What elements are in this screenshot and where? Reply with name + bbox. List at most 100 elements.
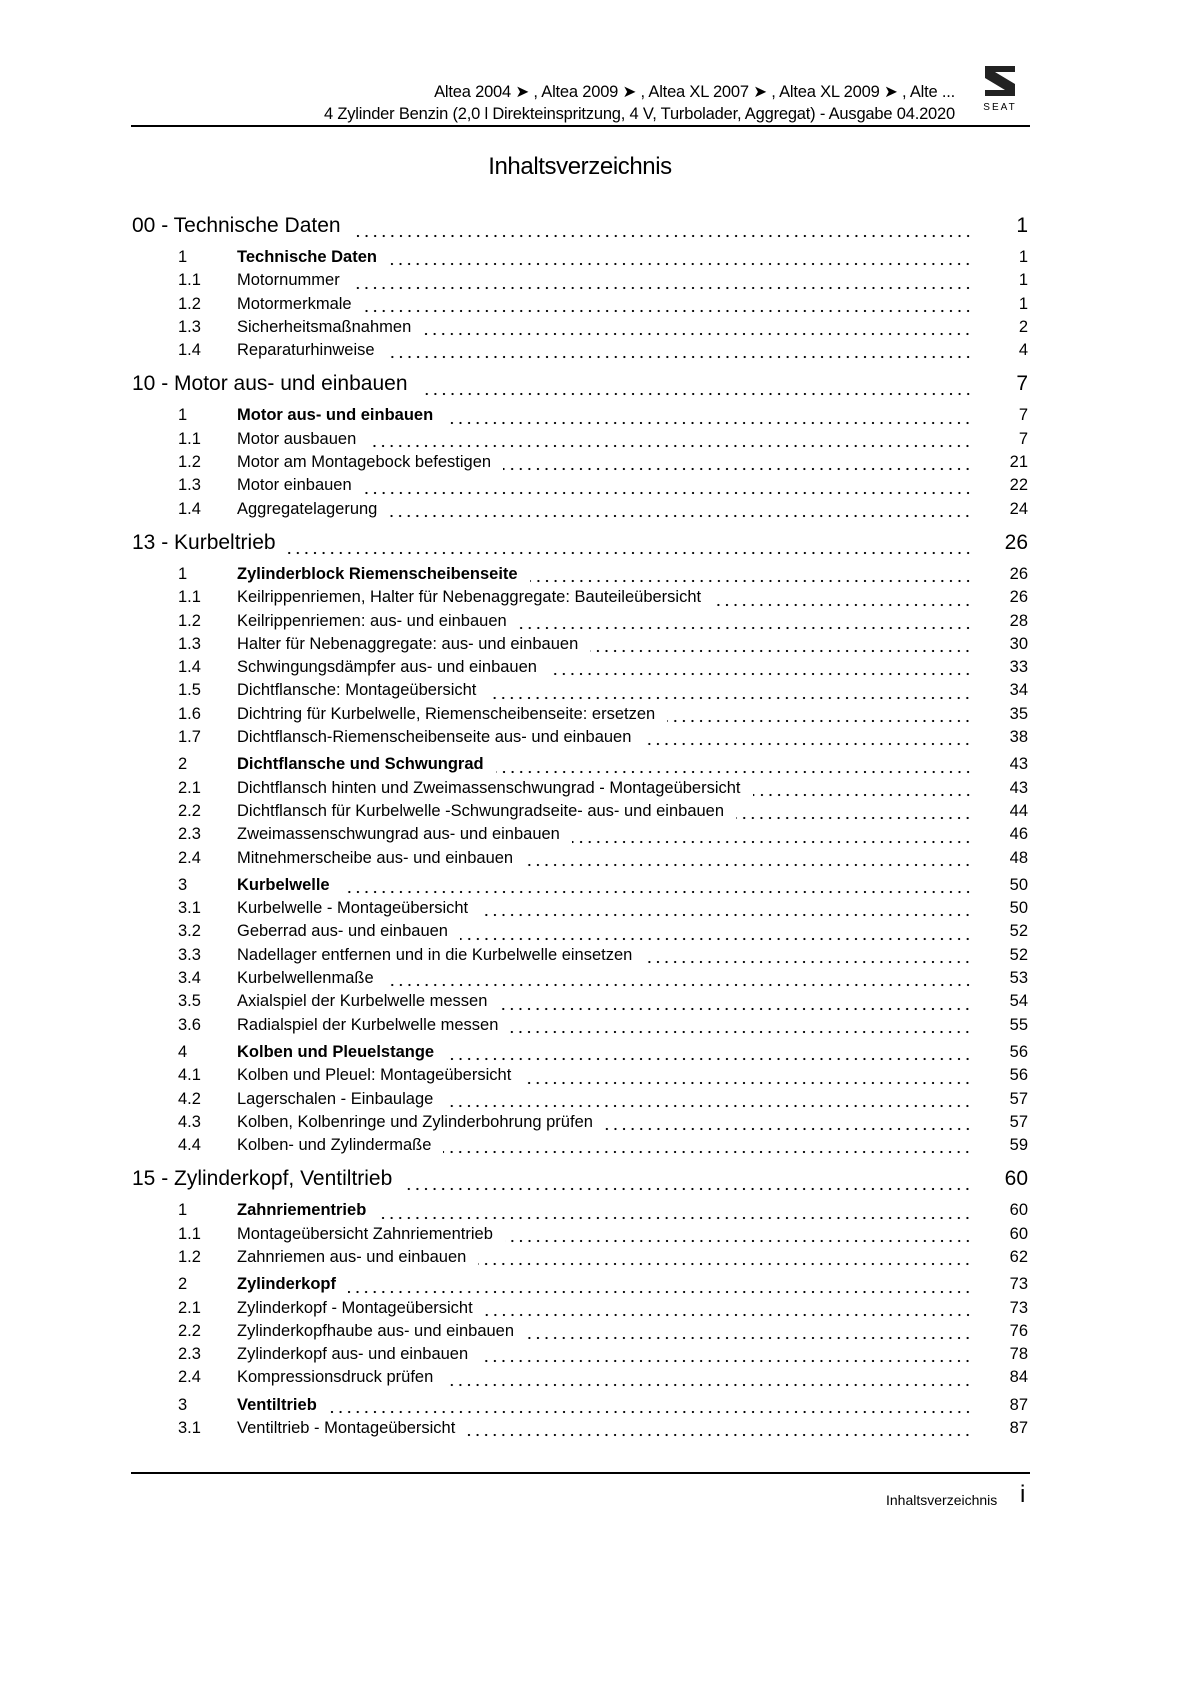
entry-page: 50 — [1009, 899, 1028, 918]
toc-entry[interactable]: 1.3 Halter für Nebenaggregate: aus- und e… — [132, 635, 1028, 658]
toc-entry[interactable]: 1.7 Dichtflansch-Riemenscheibenseite aus-… — [132, 728, 1028, 751]
entry-title: Ventiltrieb — [237, 1395, 317, 1414]
toc-entry[interactable]: 1.2 Motor am Montagebock befestigen 21 — [132, 453, 1028, 476]
entry-title: Aggregatelagerung — [237, 499, 378, 518]
entry-number: 2.3 — [178, 825, 201, 844]
toc-entry[interactable]: 3.1 Ventiltrieb - Montageübersicht 87 — [132, 1419, 1028, 1442]
entry-page: 73 — [1009, 1298, 1028, 1317]
toc-entry[interactable]: 2.4 Kompressionsdruck prüfen 84 — [132, 1368, 1028, 1391]
entry-page: 78 — [1009, 1345, 1028, 1364]
toc-entry[interactable]: 1.1 Motor ausbauen 7 — [132, 430, 1028, 453]
entry-title: Kurbelwellenmaße — [237, 969, 374, 988]
toc-chapter[interactable]: 4 Kolben und Pleuelstange 56 — [132, 1043, 1028, 1066]
toc-entry[interactable]: 4.2 Lagerschalen - Einbaulage 57 — [132, 1090, 1028, 1113]
toc-section[interactable]: 10 - Motor aus- und einbauen 7 — [132, 372, 1028, 402]
dot-leader — [526, 1336, 972, 1341]
entry-page: 54 — [1009, 992, 1028, 1011]
entry-title: Technische Daten — [237, 248, 377, 266]
toc-section[interactable]: 00 - Technische Daten 1 — [132, 214, 1028, 244]
dot-leader — [419, 392, 972, 397]
toc-entry[interactable]: 1.2 Motormerkmale 1 — [132, 295, 1028, 318]
entry-page: 56 — [1009, 1042, 1028, 1061]
toc-entry[interactable]: 3.1 Kurbelwelle - Montageübersicht 50 — [132, 899, 1028, 922]
entry-title: Zweimassenschwungrad aus- und einbauen — [237, 825, 560, 844]
entry-page: 22 — [1009, 476, 1028, 495]
toc-section[interactable]: 15 - Zylinderkopf, Ventiltrieb 60 — [132, 1167, 1028, 1197]
entry-number: 3.2 — [178, 922, 201, 941]
toc-entry[interactable]: 3.4 Kurbelwellenmaße 53 — [132, 969, 1028, 992]
entry-page: 60 — [1009, 1201, 1028, 1220]
toc-entry[interactable]: 2.3 Zylinderkopf aus- und einbauen 78 — [132, 1345, 1028, 1368]
toc-entry[interactable]: 1.1 Keilrippenriemen, Halter für Nebenagg… — [132, 588, 1028, 611]
entry-page: 55 — [1009, 1015, 1028, 1034]
toc-entry[interactable]: 4.3 Kolben, Kolbenringe und Zylinderbohru… — [132, 1113, 1028, 1136]
toc-chapter[interactable]: 1 Motor aus- und einbauen 7 — [132, 406, 1028, 429]
entry-title: 13 - Kurbeltrieb — [132, 530, 276, 554]
toc-entry[interactable]: 2.4 Mitnehmerscheibe aus- und einbauen 48 — [132, 849, 1028, 872]
entry-number: 1.4 — [178, 499, 201, 518]
entry-number: 1.2 — [178, 294, 201, 313]
toc-chapter[interactable]: 1 Zylinderblock Riemenscheibenseite 26 — [132, 565, 1028, 588]
entry-page: 2 — [1018, 317, 1028, 336]
toc-chapter[interactable]: 2 Dichtflansche und Schwungrad 43 — [132, 755, 1028, 778]
toc-entry[interactable]: 1.1 Montageübersicht Zahnriementrieb 60 — [132, 1225, 1028, 1248]
entry-page: 24 — [1009, 499, 1028, 518]
toc-entry[interactable]: 2.2 Dichtflansch für Kurbelwelle -Schwung… — [132, 802, 1028, 825]
page-title: Inhaltsverzeichnis — [488, 153, 672, 180]
entry-number: 2.1 — [178, 778, 201, 797]
toc-entry[interactable]: 1.2 Zahnriemen aus- und einbauen 62 — [132, 1248, 1028, 1271]
toc-entry[interactable]: 3.5 Axialspiel der Kurbelwelle messen 54 — [132, 992, 1028, 1015]
footer-label: Inhaltsverzeichnis — [886, 1492, 998, 1508]
dot-leader — [529, 579, 972, 584]
dot-leader — [385, 983, 972, 988]
toc-chapter[interactable]: 1 Zahnriementrieb 60 — [132, 1201, 1028, 1224]
toc-entry[interactable]: 2.1 Dichtflansch hinten und Zweimassensch… — [132, 779, 1028, 802]
entry-number: 3 — [178, 1395, 188, 1414]
dot-leader — [352, 234, 972, 238]
toc-chapter[interactable]: 3 Kurbelwelle 50 — [132, 876, 1028, 899]
toc-chapter[interactable]: 1 Technische Daten 1 — [132, 248, 1028, 271]
toc-chapter[interactable]: 2 Zylinderkopf 73 — [132, 1275, 1028, 1298]
toc-entry[interactable]: 2.3 Zweimassenschwungrad aus- und einbaue… — [132, 825, 1028, 848]
toc-entry[interactable]: 1.2 Keilrippenriemen: aus- und einbauen 28 — [132, 612, 1028, 635]
dot-leader — [488, 695, 972, 700]
dot-leader — [363, 308, 972, 313]
dot-leader — [445, 1103, 972, 1108]
toc-section[interactable]: 13 - Kurbeltrieb 26 — [132, 531, 1028, 561]
toc-entry[interactable]: 1.4 Reparaturhinweise 4 — [132, 341, 1028, 364]
toc-entry[interactable]: 1.6 Dichtring für Kurbelwelle, Riemensche… — [132, 705, 1028, 728]
toc-entry[interactable]: 2.2 Zylinderkopfhaube aus- und einbauen 76 — [132, 1322, 1028, 1345]
dot-leader — [446, 1057, 972, 1062]
dot-leader — [351, 285, 972, 290]
toc-entry[interactable]: 1.3 Sicherheitsmaßnahmen 2 — [132, 318, 1028, 341]
toc-entry[interactable]: 3.6 Radialspiel der Kurbelwelle messen 55 — [132, 1016, 1028, 1039]
entry-number: 1.3 — [178, 634, 201, 653]
dot-leader — [503, 467, 972, 472]
entry-number: 2.2 — [178, 801, 201, 820]
toc-entry[interactable]: 4.4 Kolben- und Zylindermaße 59 — [132, 1136, 1028, 1159]
entry-number: 2.4 — [178, 848, 201, 867]
toc-entry[interactable]: 3.3 Nadellager entfernen und in die Kurbe… — [132, 946, 1028, 969]
toc-entry[interactable]: 2.1 Zylinderkopf - Montageübersicht 73 — [132, 1299, 1028, 1322]
entry-page: 44 — [1009, 801, 1028, 820]
toc-entry[interactable]: 1.4 Schwingungsdämpfer aus- und einbauen 3… — [132, 658, 1028, 681]
entry-title: Motor einbauen — [237, 476, 352, 495]
toc-chapter[interactable]: 3 Ventiltrieb 87 — [132, 1396, 1028, 1419]
entry-number: 1.3 — [178, 317, 201, 336]
entry-number: 2 — [178, 755, 188, 774]
entry-page: 43 — [1009, 778, 1028, 797]
toc-entry[interactable]: 3.2 Geberrad aus- und einbauen 52 — [132, 922, 1028, 945]
entry-number: 1.6 — [178, 704, 201, 723]
toc-entry[interactable]: 4.1 Kolben und Pleuel: Montageübersicht 56 — [132, 1066, 1028, 1089]
dot-leader — [644, 960, 972, 965]
dot-leader — [445, 420, 972, 425]
toc-entry[interactable]: 1.3 Motor einbauen 22 — [132, 476, 1028, 499]
toc-entry[interactable]: 1.4 Aggregatelagerung 24 — [132, 500, 1028, 523]
dot-leader — [480, 1359, 972, 1364]
entry-title: Kolben- und Zylindermaße — [237, 1136, 432, 1155]
toc-entry[interactable]: 1.1 Motornummer 1 — [132, 271, 1028, 294]
entry-title: Axialspiel der Kurbelwelle messen — [237, 992, 488, 1011]
entry-number: 3.3 — [178, 945, 201, 964]
entry-page: 1 — [1018, 271, 1028, 290]
toc-entry[interactable]: 1.5 Dichtflansche: Montageübersicht 34 — [132, 681, 1028, 704]
